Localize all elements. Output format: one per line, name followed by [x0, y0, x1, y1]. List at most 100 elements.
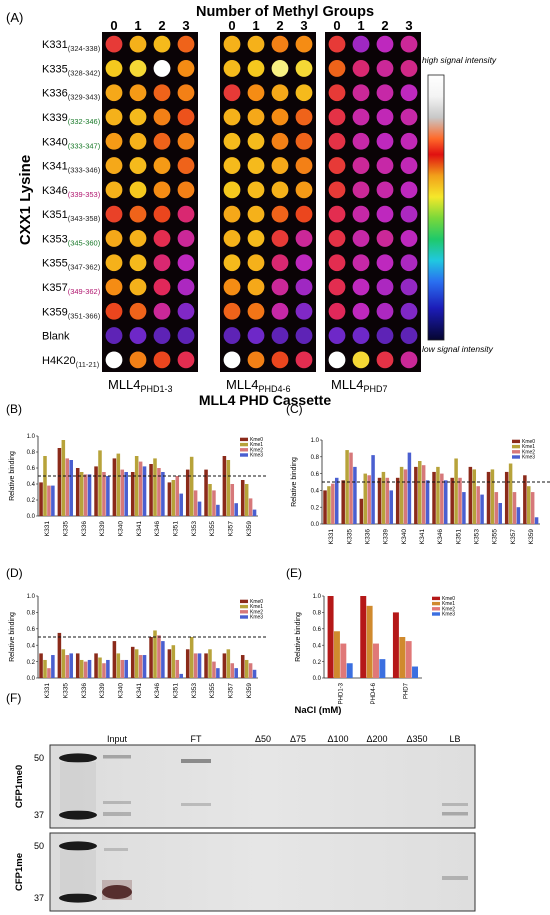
bar: [476, 486, 480, 524]
legend-swatch: [240, 604, 248, 609]
chart-d: (D) 0.0 0.2 0.4 0.6 0.8 1.0 Relative binding K33…: [6, 566, 268, 698]
bar: [494, 492, 499, 524]
array-spot: [271, 35, 289, 53]
array-block-background: [102, 32, 198, 372]
bar: [425, 480, 430, 524]
array-spot: [105, 35, 123, 53]
band: [442, 803, 468, 806]
array-spot: [328, 60, 346, 77]
band: [181, 803, 211, 806]
array-spot: [153, 351, 171, 369]
bar: [480, 494, 484, 524]
legend-label: Kme2: [250, 447, 263, 453]
array-spot: [223, 230, 241, 247]
array-spot: [295, 157, 313, 174]
bar: [83, 474, 88, 516]
category-label: K355: [492, 529, 499, 545]
y-tick-label: 0.4: [27, 643, 36, 649]
bar: [458, 477, 462, 524]
array-spot: [295, 230, 313, 247]
bar: [43, 456, 47, 516]
array-spot: [247, 205, 265, 223]
category-label: K335: [346, 529, 353, 545]
category-label: K336: [364, 529, 371, 545]
array-spot: [352, 230, 370, 247]
bar: [106, 476, 110, 516]
array-spot: [153, 254, 171, 272]
array-spot: [376, 230, 394, 247]
y-tick-label: 0.4: [313, 643, 322, 649]
bar: [138, 655, 143, 678]
bar: [197, 653, 202, 678]
bar: [508, 463, 513, 524]
array-block-background: [325, 32, 421, 372]
category-label: K336: [81, 683, 88, 699]
array-spot: [247, 351, 265, 369]
array-spot: [105, 327, 123, 344]
bar-charts: (B) 0.0 0.2 0.4 0.6 0.8 1.0 Relative binding K33…: [6, 402, 550, 704]
legend-swatch: [432, 601, 440, 606]
array-top-title: Number of Methyl Groups: [196, 4, 374, 20]
array-spot: [105, 108, 123, 126]
bar: [523, 475, 527, 524]
lane-label: Δ200: [366, 734, 387, 744]
category-label: K331: [44, 521, 51, 537]
bar: [399, 466, 404, 524]
legend-swatch: [512, 455, 520, 459]
chart-c: (C) 0.0 0.2 0.4 0.6 0.8 1.0 Relative binding K33…: [286, 402, 550, 544]
panel-letter: (B): [6, 402, 22, 416]
bar: [399, 637, 406, 678]
legend-swatch: [512, 444, 520, 449]
y-tick-label: 0.6: [313, 627, 322, 633]
methyl-number: 1: [134, 18, 141, 33]
array-spot: [105, 181, 123, 199]
ladder-band: [59, 841, 97, 851]
category-label: PHD1-3: [338, 682, 344, 704]
array-spot: [328, 254, 346, 272]
bar: [134, 456, 139, 516]
bar: [138, 461, 143, 516]
bar: [341, 480, 345, 524]
legend-label: Kme1: [442, 601, 455, 607]
category-label: K331: [44, 683, 51, 699]
bar: [57, 632, 62, 678]
array-spot: [223, 84, 241, 102]
bar: [418, 461, 422, 524]
array-spot: [177, 230, 195, 247]
array-spot: [295, 35, 313, 53]
legend-label: Kme0: [442, 596, 455, 602]
array-spot: [376, 327, 394, 344]
array-spot: [105, 230, 123, 247]
bar: [248, 663, 253, 678]
bar: [443, 480, 448, 524]
bar: [79, 659, 84, 678]
array-spot: [328, 327, 346, 344]
array-spot: [295, 327, 313, 344]
category-label: K331: [328, 529, 335, 545]
array-spot: [223, 278, 241, 296]
array-spot: [295, 254, 313, 272]
legend-label: Kme3: [250, 453, 263, 459]
array-spot: [105, 302, 123, 320]
lane-label: LB: [449, 734, 460, 744]
array-spot: [328, 132, 346, 150]
blot-row-label: CFP1me: [14, 853, 25, 891]
array-spot: [105, 132, 123, 150]
lysine-row-label: K355(347-362): [42, 258, 101, 272]
array-spot: [271, 327, 289, 344]
array-spot: [295, 84, 313, 102]
ladder-smear: [60, 850, 96, 894]
legend-label: Kme1: [522, 444, 535, 450]
bar: [94, 653, 98, 678]
array-block-3: [325, 32, 421, 372]
array-spot: [223, 108, 241, 126]
bar: [414, 466, 418, 524]
methyl-number: 1: [252, 18, 259, 33]
bar: [197, 501, 202, 516]
bar: [327, 596, 334, 678]
y-axis-label: Relative binding: [9, 451, 16, 501]
blot-row-label: CFP1me0: [14, 765, 25, 808]
lane-label: FT: [191, 734, 202, 744]
bar: [252, 509, 257, 516]
array-spot: [177, 351, 195, 369]
